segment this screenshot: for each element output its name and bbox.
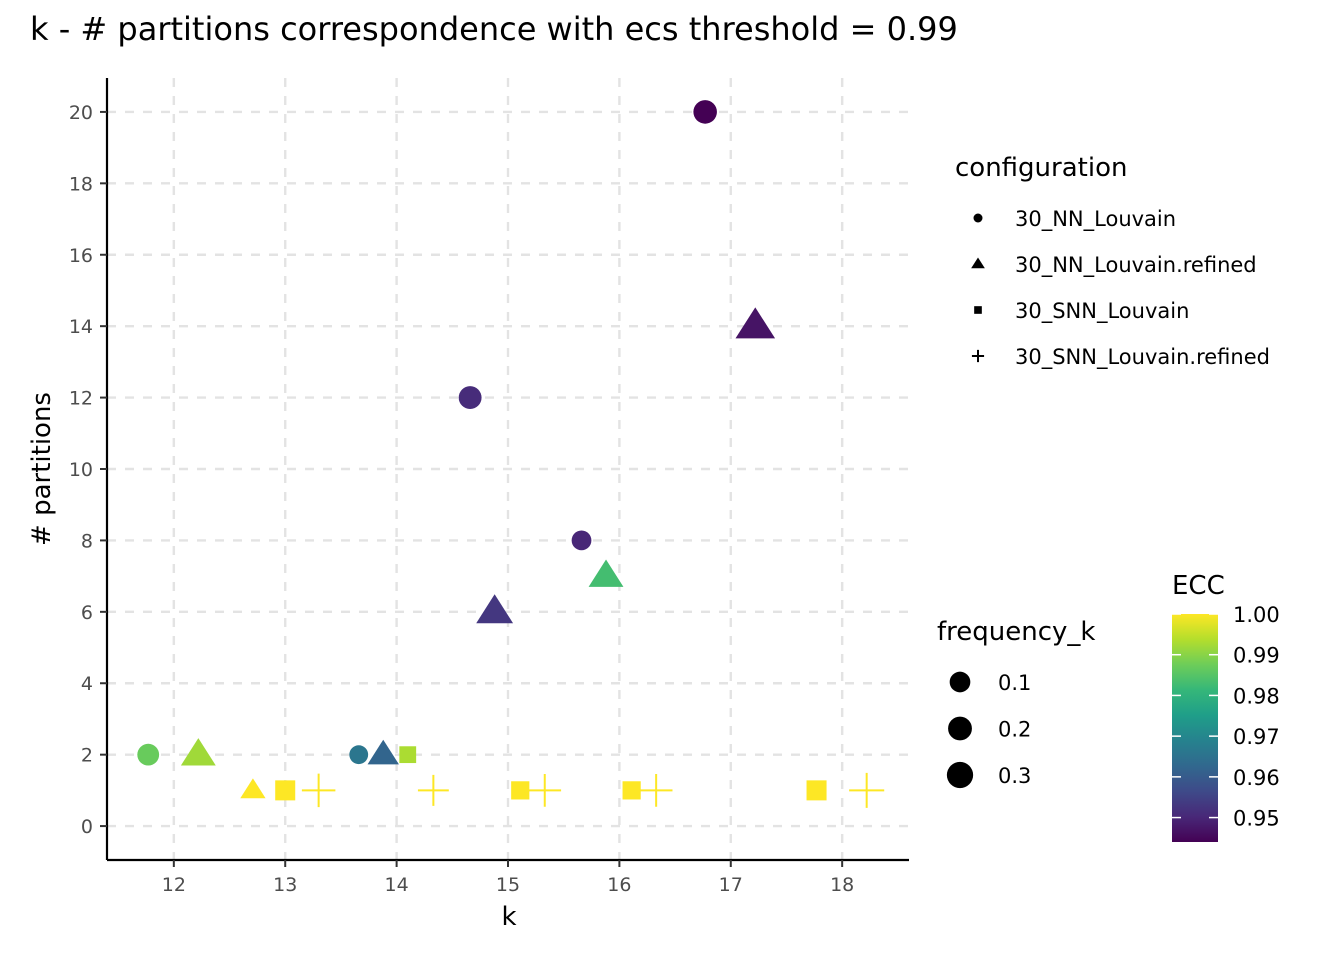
data-point <box>240 778 266 799</box>
data-point <box>399 746 417 764</box>
data-point <box>622 781 641 800</box>
y-tick-label: 4 <box>81 673 93 695</box>
legend-key-plus <box>971 349 985 363</box>
data-point <box>735 307 776 339</box>
legend-key-triangle <box>971 257 985 269</box>
data-point <box>571 530 592 551</box>
data-point <box>137 743 160 766</box>
y-axis-title: # partitions <box>27 392 57 546</box>
chart-title: k - # partitions correspondence with ecs… <box>30 10 958 48</box>
size-legend-label: 0.3 <box>998 764 1031 788</box>
y-tick-label: 18 <box>69 173 93 195</box>
data-point <box>349 745 369 765</box>
data-point <box>180 738 216 766</box>
y-tick-label: 8 <box>81 530 93 552</box>
size-legend-key <box>948 716 972 741</box>
configuration-legend-title: configuration <box>955 153 1127 183</box>
x-tick-label: 12 <box>162 874 186 896</box>
ticks: 12 13 14 15 16 17 18 0 2 4 6 8 10 12 14 16 18 20 <box>69 102 854 896</box>
y-tick-label: 20 <box>69 102 93 124</box>
y-tick-label: 12 <box>69 388 93 410</box>
colorbar-label: 0.95 <box>1233 807 1280 831</box>
legend-key-square <box>974 306 982 314</box>
data-point <box>693 100 717 124</box>
data-point <box>849 772 885 808</box>
legend-key-circle <box>973 213 983 223</box>
y-tick-label: 2 <box>81 745 93 767</box>
y-tick-label: 10 <box>69 459 93 481</box>
x-tick-label: 16 <box>607 874 631 896</box>
configuration-legend-label: 30_SNN_Louvain <box>1015 299 1189 324</box>
y-tick-label: 0 <box>81 816 93 838</box>
data-point <box>528 774 562 807</box>
data-point <box>367 739 399 765</box>
x-tick-label: 15 <box>496 874 520 896</box>
data-point <box>476 594 514 624</box>
data-point <box>458 386 482 410</box>
data-point <box>275 780 296 801</box>
x-tick-label: 17 <box>719 874 743 896</box>
configuration-legend-label: 30_NN_Louvain.refined <box>1015 253 1257 278</box>
data-point <box>511 781 530 800</box>
frequency-legend-title: frequency_k <box>937 617 1095 647</box>
ecc-legend-title: ECC <box>1172 571 1225 601</box>
size-legend-label: 0.2 <box>998 718 1031 742</box>
colorbar-label: 0.96 <box>1233 766 1280 790</box>
colorbar-label: 1.00 <box>1233 603 1280 627</box>
data-point <box>417 774 449 806</box>
data-point <box>301 773 336 808</box>
colorbar-label: 0.98 <box>1233 684 1280 708</box>
ecc-colorbar <box>1172 614 1218 842</box>
data-points <box>137 100 885 808</box>
colorbar-label: 0.99 <box>1233 644 1280 668</box>
ecc-legend: ECC 1.00 0.99 0.98 0.97 0.96 0.95 <box>1172 571 1280 842</box>
configuration-legend-label: 30_NN_Louvain <box>1015 207 1176 232</box>
configuration-legend-label: 30_SNN_Louvain.refined <box>1015 345 1270 370</box>
x-axis-title: k <box>501 902 516 932</box>
data-point <box>806 780 827 801</box>
size-legend-key <box>949 671 971 693</box>
data-point <box>639 774 673 807</box>
configuration-legend: configuration 30_NN_Louvain 30_NN_Louvain… <box>955 153 1270 370</box>
size-legend-key <box>946 761 974 789</box>
y-tick-label: 6 <box>81 602 93 624</box>
y-tick-label: 14 <box>69 316 93 338</box>
y-tick-label: 16 <box>69 245 93 267</box>
grid <box>107 78 909 860</box>
data-point <box>588 559 624 587</box>
frequency-legend: frequency_k 0.1 0.2 0.3 <box>937 617 1095 789</box>
x-tick-label: 14 <box>385 874 409 896</box>
x-tick-label: 18 <box>830 874 854 896</box>
colorbar-label: 0.97 <box>1233 725 1280 749</box>
x-tick-label: 13 <box>273 874 297 896</box>
size-legend-label: 0.1 <box>998 671 1031 695</box>
